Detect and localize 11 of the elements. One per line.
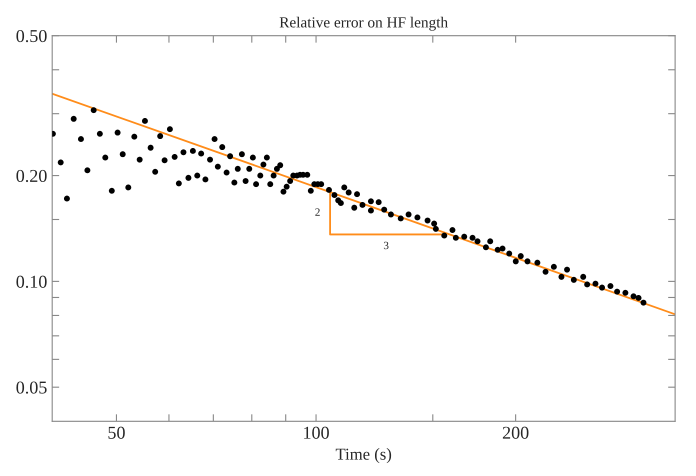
x-tick-label: 100 (304, 426, 329, 439)
annotation: 3 (384, 242, 389, 250)
annotation: 2 (315, 208, 320, 216)
x-axis-title: Time (s) (336, 448, 392, 464)
y-tick-label: 0.50 (16, 30, 47, 42)
chart-title: Relative error on HF length (280, 16, 448, 31)
y-tick-label: 0.05 (16, 381, 47, 394)
y-tick-label: 0.20 (16, 170, 47, 182)
y-tick-label: 0.10 (16, 276, 47, 288)
x-tick-label: 200 (502, 426, 528, 439)
x-tick-label: 50 (108, 426, 125, 439)
